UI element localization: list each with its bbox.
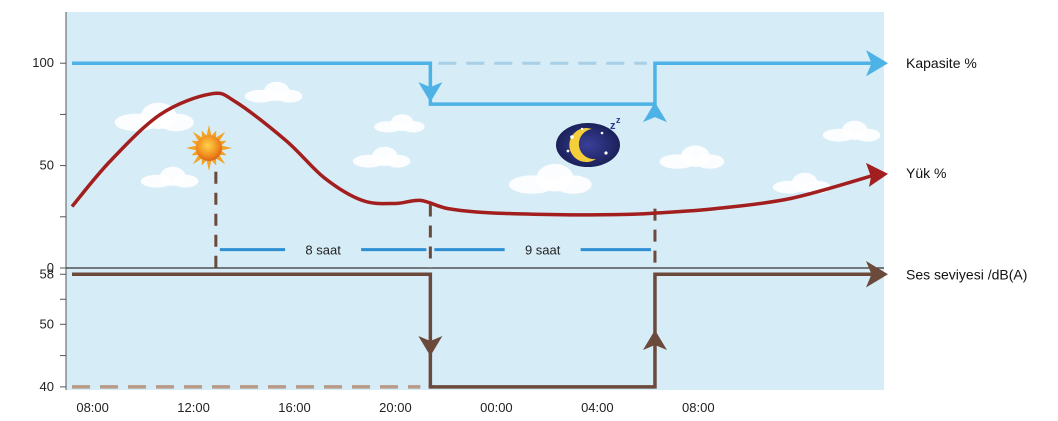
x-ticks: 08:00 12:00 16:00 20:00 00:00 04:00 08:00: [76, 400, 714, 415]
cloud-shape: [659, 145, 725, 169]
clouds-layer: [114, 81, 881, 194]
y-tick-label: 40: [40, 379, 54, 394]
x-tick-label: 20:00: [379, 400, 412, 415]
y-tick-label: 100: [32, 55, 54, 70]
top-white-band: [66, 0, 546, 12]
cloud-shape: [140, 166, 199, 188]
y-tick-label: 0: [47, 260, 54, 275]
arrow-head: [866, 50, 888, 77]
svg-text:z: z: [610, 120, 616, 132]
series-labels: Kapasite % Yük % Ses seviyesi /dB(A): [906, 55, 1027, 282]
x-tick-label: 08:00: [682, 400, 715, 415]
series-label: Yük %: [906, 165, 946, 181]
arrow-head: [866, 261, 888, 288]
cloud-shape: [244, 81, 303, 103]
x-tick-label: 08:00: [76, 400, 109, 415]
y-tick-label: 50: [40, 158, 54, 173]
y-tick-label: 58: [40, 266, 54, 281]
x-tick-label: 00:00: [480, 400, 513, 415]
y-ticks: 100 50 058 50 40: [32, 55, 66, 394]
arrow-head: [418, 336, 443, 356]
duration-bars: 8 saat 9 saat: [219, 243, 651, 258]
plot-area-upper: [66, 12, 884, 268]
series-label: Kapasite %: [906, 55, 977, 71]
dashed-segments: [72, 61, 647, 389]
x-tick-label: 16:00: [278, 400, 311, 415]
x-tick-label: 04:00: [581, 400, 614, 415]
series-label: Ses seviyesi /dB(A): [906, 266, 1027, 282]
duration-label: 8 saat: [305, 243, 341, 258]
series-line-noise: [72, 272, 872, 389]
series-layer: [70, 50, 888, 389]
sun-icon: [186, 125, 232, 171]
series-line-load: [70, 91, 873, 217]
reference-lines: [214, 171, 657, 268]
duration-label: 9 saat: [525, 243, 561, 258]
arrow-head: [418, 82, 443, 103]
y-tick-label: 50: [40, 316, 54, 331]
cloud-shape: [822, 120, 881, 142]
cloud-shape: [352, 146, 411, 168]
moon-night-icon: z z: [556, 115, 621, 167]
arrow-head: [642, 102, 667, 123]
plot-area-lower: [66, 268, 884, 390]
arrow-head: [642, 330, 667, 350]
x-tick-label: 12:00: [177, 400, 210, 415]
arrow-head: [866, 162, 888, 187]
svg-text:z: z: [616, 115, 621, 125]
cloud-shape: [374, 114, 425, 133]
cloud-shape: [508, 163, 592, 194]
series-line-capacity: [72, 61, 872, 106]
